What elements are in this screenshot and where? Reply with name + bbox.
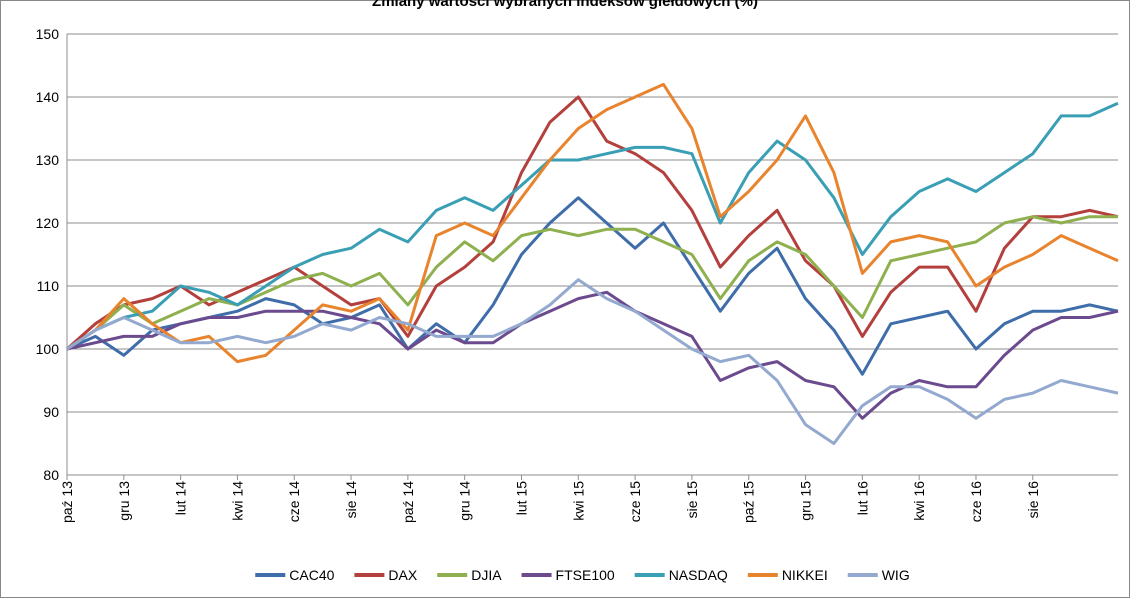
x-tick-label: lut 14 (173, 481, 189, 515)
y-tick-label: 110 (37, 278, 60, 294)
y-tick-label: 150 (36, 26, 60, 42)
series-line (66, 290, 1119, 420)
x-tick-label: paź 13 (59, 481, 75, 523)
series-line (66, 278, 1119, 445)
y-tick-label: 120 (36, 215, 60, 231)
legend-label: NASDAQ (669, 567, 728, 583)
x-tick-label: gru 14 (457, 481, 473, 521)
x-tick-label: cze 15 (627, 481, 643, 522)
legend-label: WIG (882, 567, 910, 583)
x-tick-label: lut 16 (854, 481, 870, 515)
legend-label: FTSE100 (556, 567, 615, 583)
x-tick-label: paź 15 (741, 481, 757, 523)
chart-title: Zmiany wartości wybranych indeksów giełd… (372, 0, 758, 10)
series-line (66, 196, 1119, 376)
x-tick-label: sie 14 (343, 481, 359, 519)
y-tick-label: 140 (36, 89, 60, 105)
x-tick-label: gru 15 (798, 481, 814, 521)
series-line (66, 82, 1119, 364)
x-tick-label: cze 16 (968, 481, 984, 522)
x-tick-label: cze 14 (286, 481, 302, 522)
x-tick-label: kwi 16 (911, 481, 927, 521)
legend-label: CAC40 (289, 567, 334, 583)
x-tick-label: kwi 14 (229, 481, 245, 521)
series-line (66, 101, 1119, 351)
x-tick-label: paź 14 (400, 481, 416, 523)
legend-label: DJIA (471, 567, 502, 583)
x-tick-label: gru 13 (116, 481, 132, 521)
y-tick-label: 90 (43, 404, 59, 420)
x-tick-label: kwi 15 (570, 481, 586, 521)
y-tick-label: 80 (43, 467, 59, 483)
legend-label: NIKKEI (782, 567, 828, 583)
x-tick-label: lut 15 (513, 481, 529, 515)
x-tick-label: sie 15 (684, 481, 700, 519)
x-tick-label: sie 16 (1025, 481, 1041, 519)
y-tick-label: 130 (36, 152, 60, 168)
y-tick-label: 100 (36, 341, 60, 357)
legend-label: DAX (388, 567, 417, 583)
